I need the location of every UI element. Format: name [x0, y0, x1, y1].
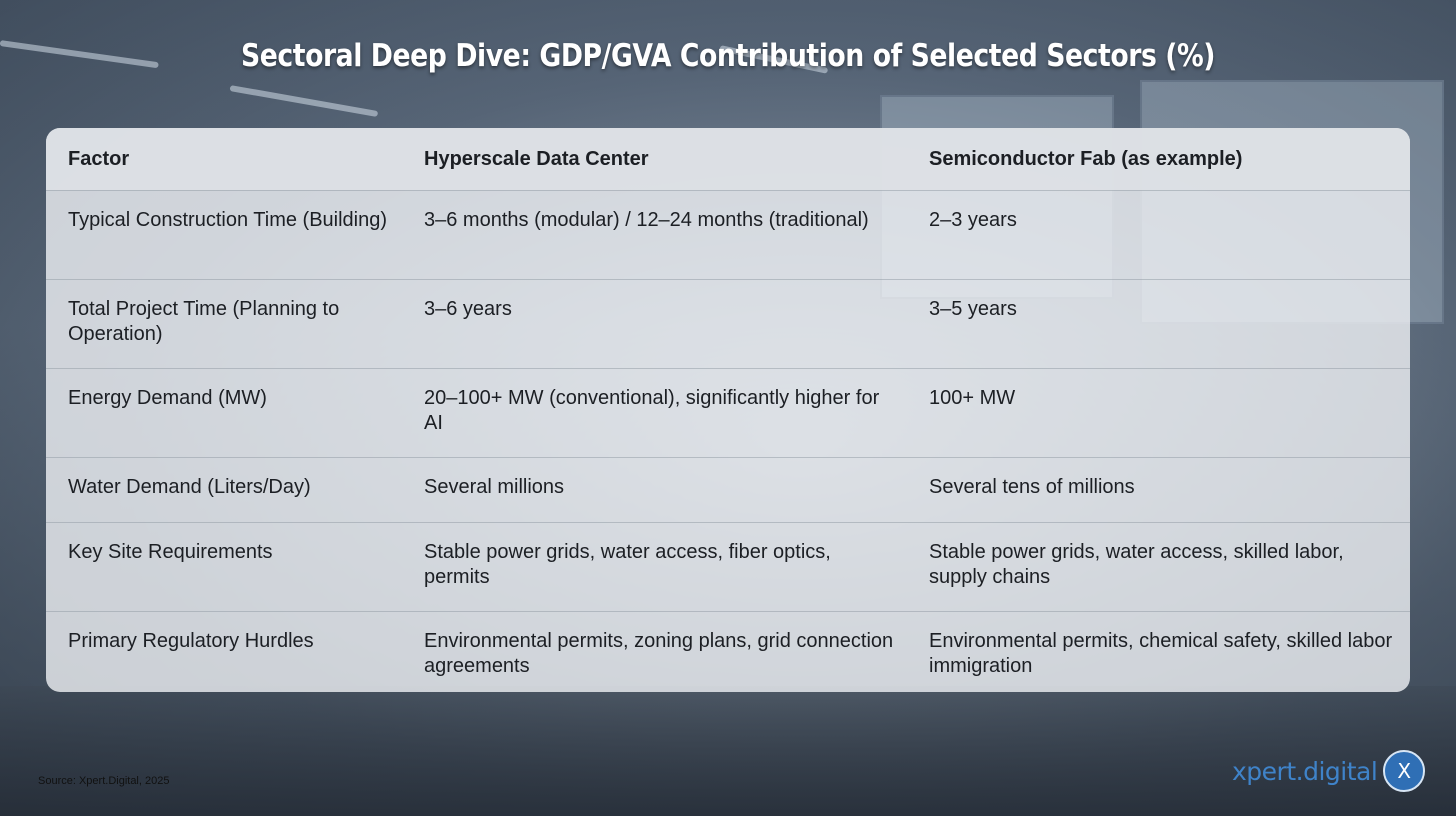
table-cell: 3–6 years: [424, 298, 512, 320]
header-semiconductor-fab: Semiconductor Fab (as example): [929, 147, 1243, 170]
table-header-row: Factor Hyperscale Data Center Semiconduc…: [46, 128, 1410, 190]
table-cell: Total Project Time (Planning to Operatio…: [68, 298, 340, 345]
x-logo-icon: X: [1383, 750, 1426, 792]
brand-name: xpert.digital: [1232, 756, 1378, 786]
table-cell: 3–6 months (modular) / 12–24 months (tra…: [424, 209, 869, 231]
header-data-center: Hyperscale Data Center: [424, 147, 649, 170]
table-cell: Water Demand (Liters/Day): [68, 476, 311, 498]
table-row: Typical Construction Time (Building) 3–6…: [46, 190, 1410, 279]
table-row: Total Project Time (Planning to Operatio…: [46, 279, 1410, 368]
table-cell: Several tens of millions: [929, 476, 1135, 498]
table-cell: Several millions: [424, 476, 565, 498]
table-row: Primary Regulatory Hurdles Environmental…: [46, 611, 1410, 692]
table-cell: 100+ MW: [929, 387, 1016, 409]
table-cell: 2–3 years: [929, 209, 1017, 231]
table-cell: Energy Demand (MW): [68, 387, 267, 409]
brand-logo-group[interactable]: xpert.digital X: [1232, 750, 1426, 792]
table-cell: Environmental permits, zoning plans, gri…: [424, 630, 894, 677]
header-factor: Factor: [68, 147, 130, 170]
table-row: Water Demand (Liters/Day) Several millio…: [46, 457, 1410, 522]
table-cell: Key Site Requirements: [68, 541, 273, 563]
table-row: Key Site Requirements Stable power grids…: [46, 522, 1410, 611]
source-note: Source: Xpert.Digital, 2025: [38, 775, 170, 787]
table-cell: 3–5 years: [929, 298, 1017, 320]
table-cell: Primary Regulatory Hurdles: [68, 630, 314, 652]
table-cell: Stable power grids, water access, skille…: [929, 541, 1344, 588]
comparison-table: Factor Hyperscale Data Center Semiconduc…: [46, 128, 1410, 692]
table-row: Energy Demand (MW) 20–100+ MW (conventio…: [46, 368, 1410, 457]
page-title: Sectoral Deep Dive: GDP/GVA Contribution…: [240, 38, 1216, 74]
table-cell: Typical Construction Time (Building): [68, 209, 388, 231]
table-cell: 20–100+ MW (conventional), significantly…: [424, 387, 880, 434]
table-cell: Stable power grids, water access, fiber …: [424, 541, 831, 588]
table-cell: Environmental permits, chemical safety, …: [929, 630, 1393, 677]
